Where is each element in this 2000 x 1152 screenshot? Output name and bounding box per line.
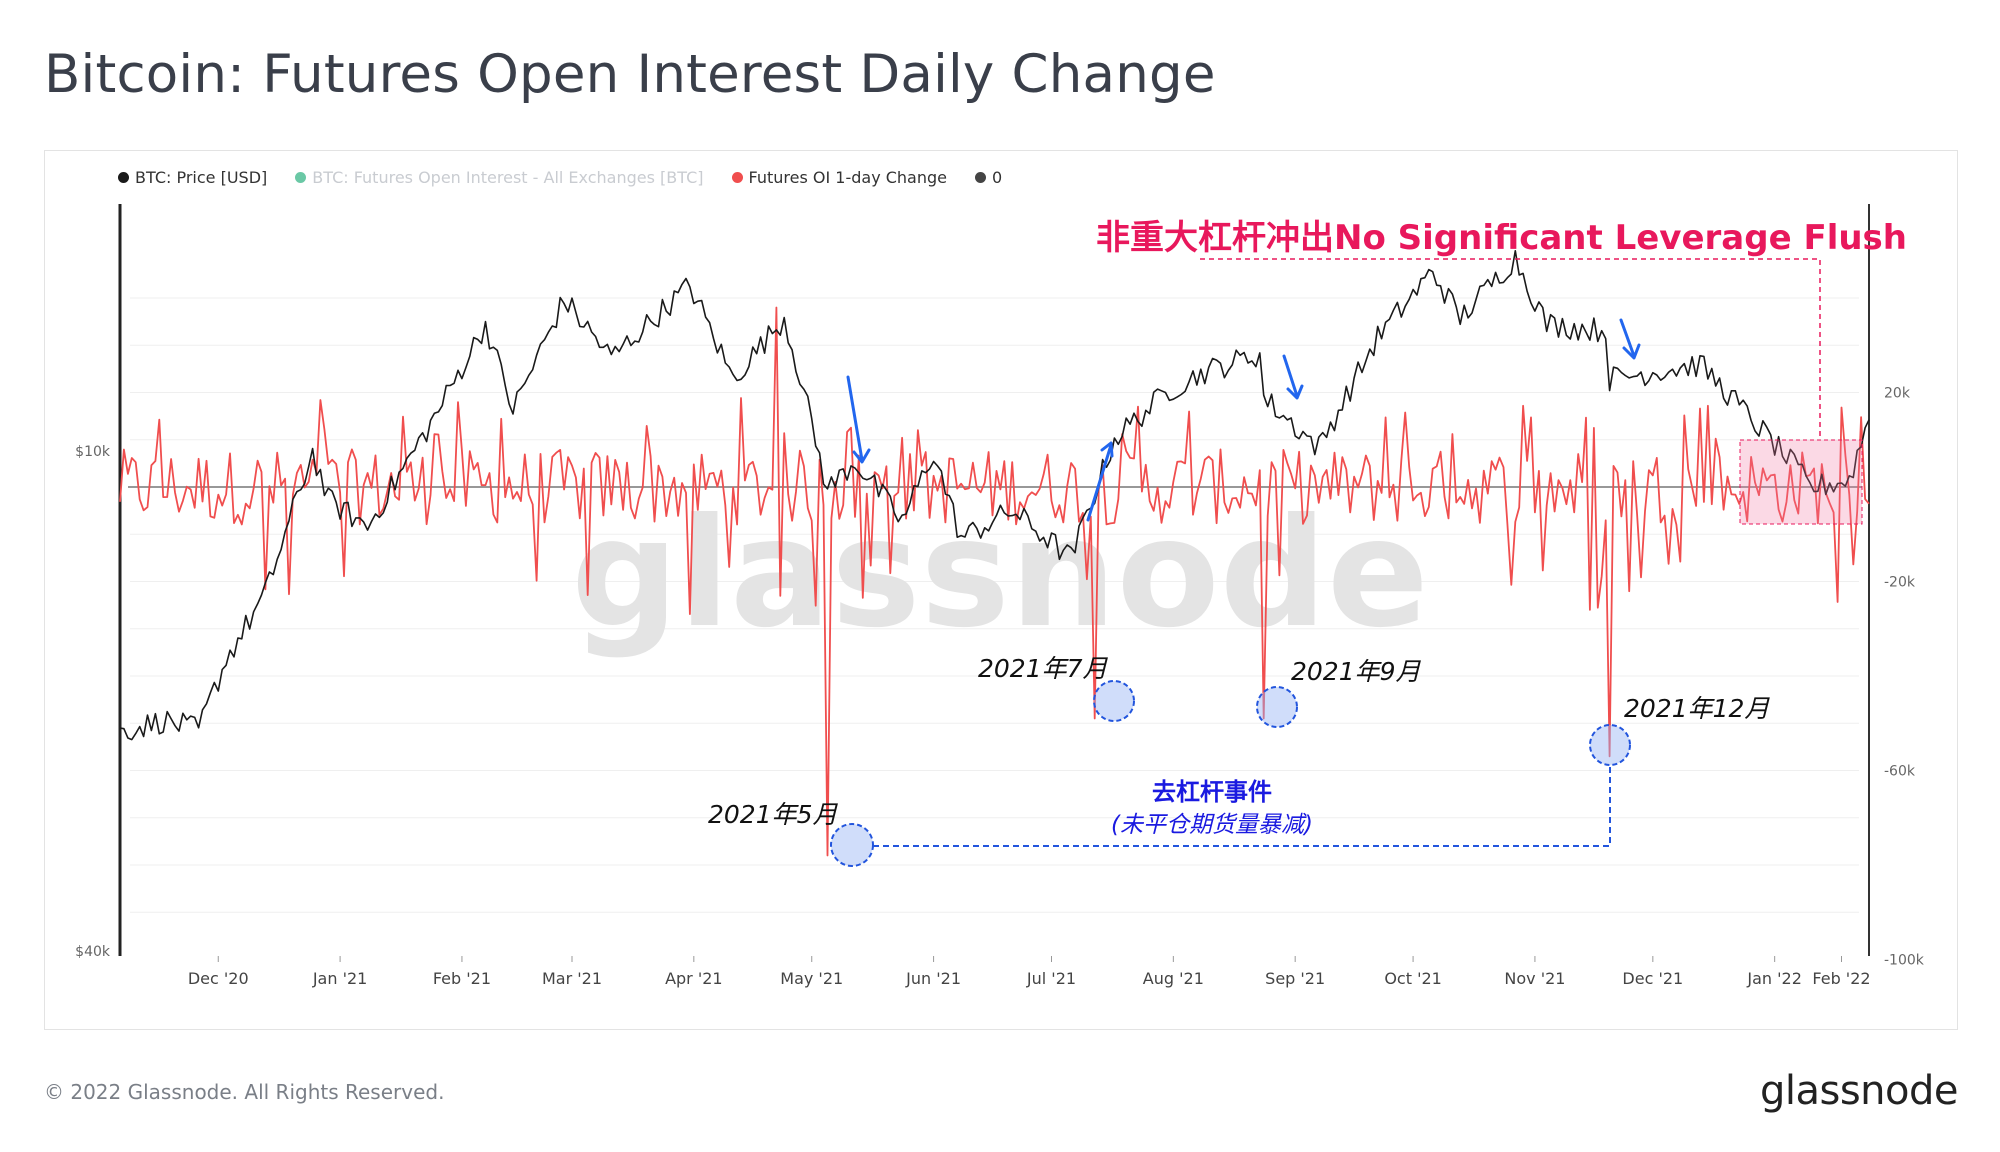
footer-copyright: © 2022 Glassnode. All Rights Reserved. <box>44 1080 445 1104</box>
arrow-september-down <box>1282 354 1299 398</box>
legend-dot-open-interest <box>295 171 307 183</box>
annotation-dashed-connector-blue <box>873 767 1611 847</box>
legend-label-oi-change: Futures OI 1-day Change <box>748 167 948 187</box>
legend-item-oi-change[interactable]: Futures OI 1-day Change <box>731 167 948 187</box>
x-axis-ticks: Dec '20 Jan '21 Feb '21 Mar '21 Apr '21 May '… <box>188 956 1871 988</box>
arrowhead-may <box>852 448 871 464</box>
x-tick-label: Jul '21 <box>1026 969 1076 988</box>
legend-item-zero[interactable]: 0 <box>975 168 1002 187</box>
right-tick-label: -20k <box>1884 575 1916 591</box>
annotation-deleverage-subtitle: (未平仓期货量暴减) <box>1111 812 1313 838</box>
x-tick-label: Apr '21 <box>665 969 723 988</box>
x-tick-label: Dec '20 <box>188 969 249 988</box>
right-tick-label: 20k <box>1884 386 1911 402</box>
watermark: glassnode <box>571 487 1429 661</box>
annotation-dashed-connector-pink <box>1200 258 1821 440</box>
x-tick-label: Nov '21 <box>1504 969 1565 988</box>
annotation-circle-december <box>1589 724 1631 766</box>
oi-change-line <box>119 306 1870 857</box>
legend-label-zero: 0 <box>992 167 1003 187</box>
x-tick-label: Feb '21 <box>433 969 491 988</box>
annotation-highlight-box <box>1739 439 1863 525</box>
x-tick-label: Aug '21 <box>1143 969 1204 988</box>
left-tick-label: $40k <box>75 944 111 960</box>
chart-legend: BTC: Price [USD] BTC: Futures Open Inter… <box>118 166 1002 188</box>
x-tick-label: Dec '21 <box>1622 969 1683 988</box>
x-tick-label: Oct '21 <box>1384 969 1442 988</box>
legend-dot-oi-change <box>731 171 743 183</box>
legend-dot-zero <box>975 171 986 183</box>
arrow-july-up <box>1086 443 1113 522</box>
x-tick-label: Jan '22 <box>1746 969 1802 988</box>
chart-frame <box>44 150 1958 1030</box>
arrow-december-down <box>1619 318 1636 358</box>
x-tick-label: Mar '21 <box>542 969 602 988</box>
legend-label-price: BTC: Price [USD] <box>135 167 268 187</box>
x-tick-label: Sep '21 <box>1265 969 1325 988</box>
legend-item-open-interest[interactable]: BTC: Futures Open Interest - All Exchang… <box>295 167 704 187</box>
page-title: Bitcoin: Futures Open Interest Daily Cha… <box>44 44 1216 105</box>
x-tick-label: May '21 <box>780 969 843 988</box>
legend-label-open-interest: BTC: Futures Open Interest - All Exchang… <box>312 167 704 187</box>
btc-price-line <box>119 250 1870 741</box>
legend-dot-price <box>118 171 129 183</box>
annotation-circle-september <box>1256 686 1298 728</box>
x-tick-label: Feb '22 <box>1812 969 1870 988</box>
right-tick-label: -100k <box>1884 953 1925 969</box>
annotation-circle-may <box>830 823 874 867</box>
annotation-label-july: 2021年7月 <box>978 654 1109 683</box>
annotation-label-may: 2021年5月 <box>708 800 839 829</box>
annotation-label-december: 2021年12月 <box>1624 694 1770 723</box>
arrowhead-december <box>1622 343 1641 360</box>
arrow-may-down <box>846 375 864 462</box>
arrowhead-september <box>1286 384 1304 400</box>
annotation-circle-july <box>1093 680 1135 722</box>
annotations: 非重大杠杆冲出No Significant Leverage Flush 2021… <box>708 218 1907 867</box>
glassnode-logo: glassnode <box>1759 1068 1959 1114</box>
annotation-label-september: 2021年9月 <box>1291 657 1422 686</box>
x-tick-label: Jan '21 <box>312 969 368 988</box>
annotation-deleverage-title: 去杠杆事件 <box>1152 778 1272 806</box>
left-tick-label: $10k <box>75 444 111 460</box>
right-tick-label: -60k <box>1884 764 1916 780</box>
legend-item-price[interactable]: BTC: Price [USD] <box>118 168 267 187</box>
annotation-no-leverage-flush: 非重大杠杆冲出No Significant Leverage Flush <box>1096 218 1907 258</box>
arrowhead-july <box>1100 441 1114 458</box>
x-tick-label: Jun '21 <box>905 969 961 988</box>
